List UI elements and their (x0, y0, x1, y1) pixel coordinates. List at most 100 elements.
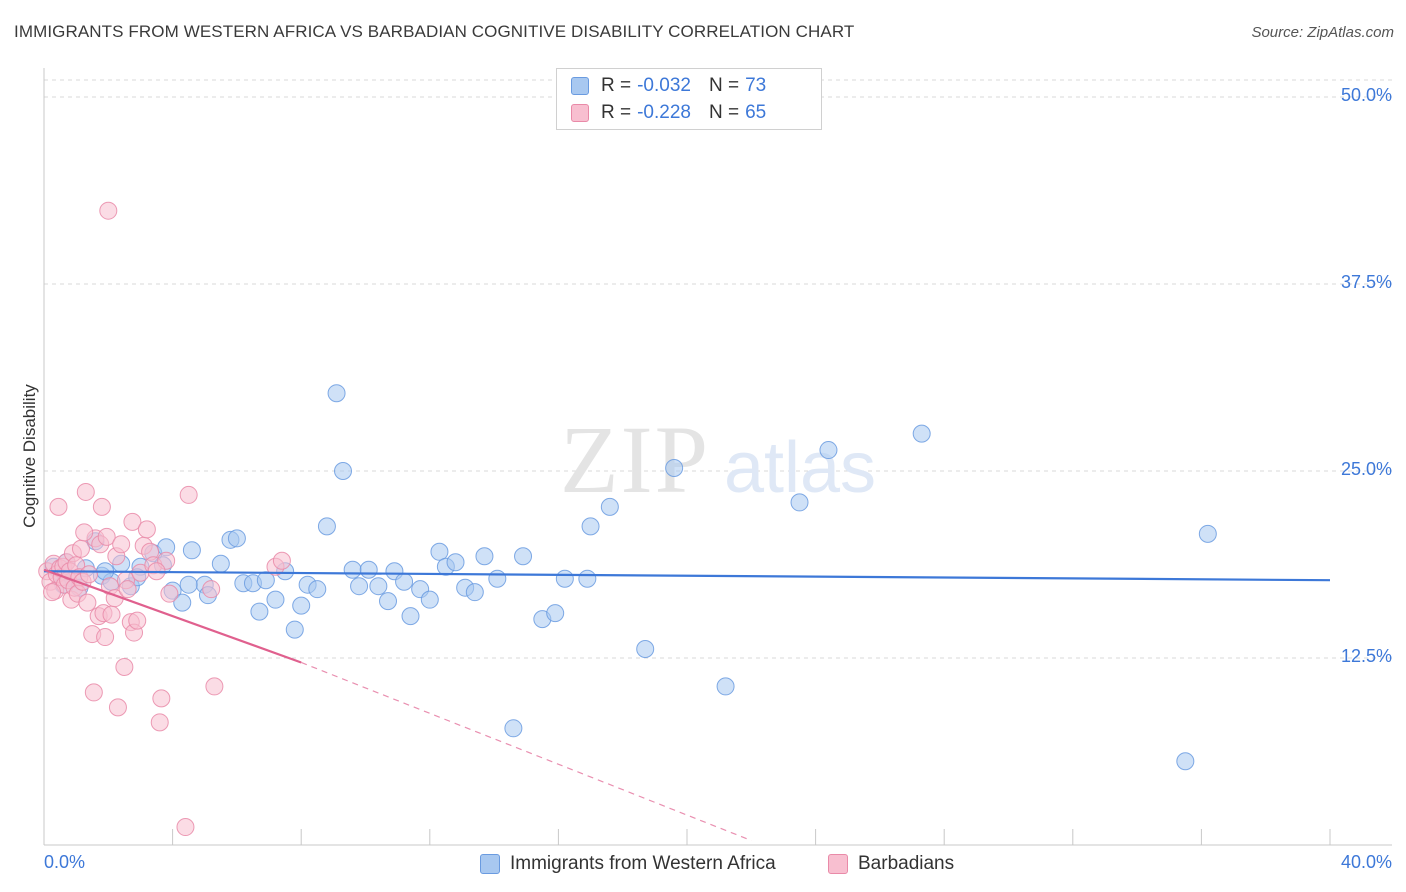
data-point (327, 384, 346, 403)
y-tick-label: 12.5% (1340, 646, 1392, 666)
data-point (128, 611, 147, 630)
data-point (205, 677, 224, 696)
data-point (308, 580, 327, 599)
data-point (514, 547, 533, 566)
data-point (285, 620, 304, 639)
data-point (202, 580, 221, 599)
y-tick-label: 50.0% (1340, 85, 1392, 105)
data-point (266, 590, 285, 609)
y-tick-label: 37.5% (1340, 272, 1392, 292)
data-point (636, 640, 655, 659)
data-point (250, 602, 269, 621)
data-point (97, 527, 116, 546)
legend-swatch-blue (571, 77, 589, 95)
series-barbadians-points (38, 201, 291, 837)
data-point (395, 572, 414, 591)
data-point (401, 607, 420, 626)
data-point (790, 493, 809, 512)
trend-line-1 (43, 568, 302, 664)
data-point (343, 560, 362, 579)
data-point (379, 592, 398, 611)
data-point (211, 554, 230, 573)
trend-line-0 (43, 570, 1331, 582)
bottom-legend-barbadians: Barbadians (828, 852, 954, 876)
data-point (92, 497, 111, 516)
data-point (99, 201, 118, 220)
data-point (665, 459, 684, 478)
data-point (578, 569, 597, 588)
data-point (369, 577, 388, 596)
bottom-legend-label: Barbadians (858, 853, 955, 874)
data-point (504, 719, 523, 738)
data-point (317, 517, 336, 536)
data-point (475, 547, 494, 566)
data-point (292, 596, 311, 615)
x-tick-max: 40.0% (1340, 852, 1392, 872)
watermark-zip: ZIP (560, 406, 710, 513)
axes (43, 68, 1392, 846)
bottom-legend-swatch-pink (828, 854, 848, 874)
data-point (150, 713, 169, 732)
data-point (1176, 752, 1195, 771)
grid-lines (44, 79, 1392, 659)
data-point (179, 575, 198, 594)
data-point (227, 529, 246, 548)
data-point (600, 497, 619, 516)
data-point (71, 539, 90, 558)
data-point (430, 542, 449, 561)
legend-n-value: 65 (745, 102, 767, 123)
data-point (359, 560, 378, 579)
legend-n-value: 73 (745, 75, 767, 96)
trend-lines (43, 568, 1331, 842)
data-point (78, 593, 97, 612)
data-point (182, 541, 201, 560)
data-point (152, 689, 171, 708)
bottom-legend-label: Immigrants from Western Africa (510, 853, 776, 874)
data-point (123, 512, 142, 531)
data-point (819, 441, 838, 460)
data-point (102, 605, 121, 624)
legend-r-value: -0.228 (637, 102, 691, 123)
legend-r-value: -0.032 (637, 75, 691, 96)
data-point (176, 818, 195, 837)
data-point (84, 683, 103, 702)
watermark: ZIP atlas (560, 406, 876, 513)
data-point (1198, 524, 1217, 543)
data-point (272, 551, 291, 570)
trend-extension-1 (300, 661, 752, 842)
data-point (420, 590, 439, 609)
bottom-legend-immigrants: Immigrants from Western Africa (480, 852, 776, 876)
data-point (446, 553, 465, 572)
data-point (179, 485, 198, 504)
legend-row-immigrants: R = -0.032 N = 73 (571, 73, 766, 99)
data-point (488, 569, 507, 588)
y-tick-label: 25.0% (1340, 459, 1392, 479)
legend-r-label: R = (601, 75, 632, 96)
chart-source: Source: ZipAtlas.com (1251, 24, 1394, 41)
data-point (115, 657, 134, 676)
data-point (43, 583, 62, 602)
data-point (716, 677, 735, 696)
data-point (137, 520, 156, 539)
data-point (49, 497, 68, 516)
x-tick-min: 0.0% (44, 852, 86, 872)
data-point (96, 628, 115, 647)
data-point (546, 604, 565, 623)
data-point (465, 583, 484, 602)
bottom-legend-swatch-blue (480, 854, 500, 874)
data-point (118, 580, 137, 599)
legend-row-barbadians: R = -0.228 N = 65 (571, 100, 766, 126)
correlation-legend: R = -0.032 N = 73 R = -0.228 N = 65 (556, 68, 822, 130)
chart-title: IMMIGRANTS FROM WESTERN AFRICA VS BARBAD… (14, 22, 855, 41)
legend-n-label: N = (708, 75, 740, 96)
data-point (75, 523, 94, 542)
data-point (112, 535, 131, 554)
data-point (555, 569, 574, 588)
data-point (80, 565, 99, 584)
data-point (173, 593, 192, 612)
legend-r-label: R = (601, 102, 632, 123)
data-point (76, 482, 95, 501)
legend-swatch-pink (571, 104, 589, 122)
legend-n-label: N = (708, 102, 740, 123)
